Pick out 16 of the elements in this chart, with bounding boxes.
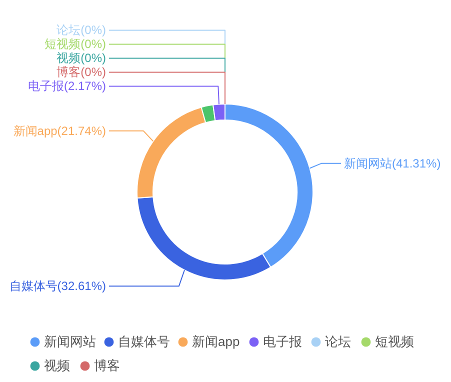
data-label: 新闻app(21.74%) (13, 124, 106, 138)
text: 视频(0%) (56, 51, 106, 66)
text: 博客(0%) (56, 65, 106, 80)
text: 短视频(0%) (44, 37, 106, 52)
legend-label: 视频 (44, 358, 70, 373)
data-label: 自媒体号(32.61%) (9, 279, 106, 294)
data-label: 新闻网站(41.31%) (344, 156, 441, 170)
legend-label: 短视频 (375, 334, 414, 349)
legend-label: 电子报 (263, 334, 302, 349)
text: 论坛(0%) (56, 23, 106, 38)
legend-label: 自媒体号 (118, 334, 170, 349)
legend-label: 博客 (94, 358, 120, 373)
legend-label: 新闻网站 (44, 334, 96, 349)
data-label: 电子报(2.17%) (28, 79, 106, 94)
legend-label: 新闻app (192, 334, 240, 349)
legend-label: 论坛 (325, 334, 351, 349)
